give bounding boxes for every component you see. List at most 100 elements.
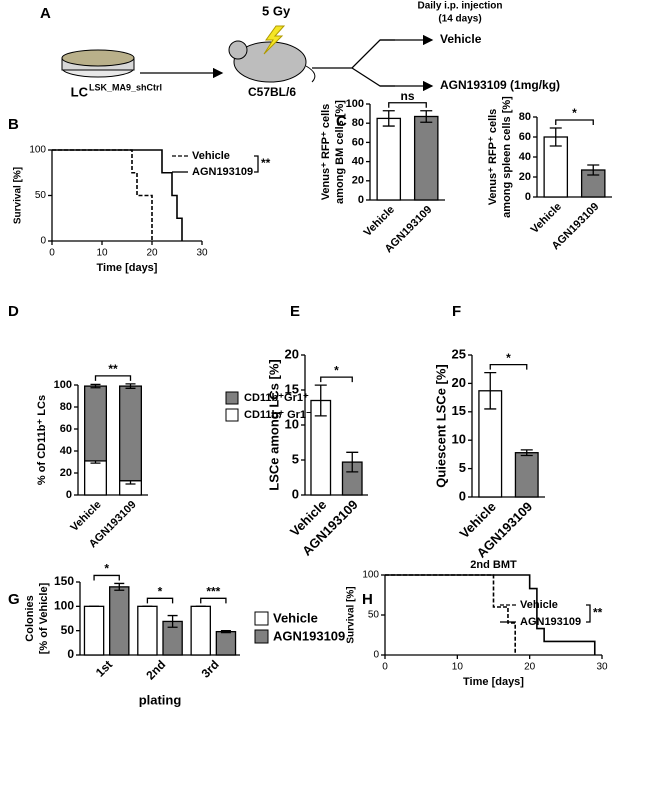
significance-label: ns [400,89,414,103]
y-tick-label: 0 [67,647,74,661]
significance-bracket [320,376,353,383]
mouse-ear [228,40,248,60]
x-tick-label: 30 [196,248,208,259]
legend-label: AGN193109 [520,616,581,628]
y-tick-label: 50 [35,190,47,201]
panel-a: A LC LSK_MA9_shCtrl 5 Gy C57BL/6 Daily i… [40,1,560,100]
cells-label: LC [71,84,89,99]
y-tick-label: 0 [459,488,466,503]
mouse [233,41,307,83]
x-axis-label: Time [days] [463,676,524,688]
x-axis-label: plating [139,692,182,707]
significance-bracket [555,119,594,125]
chart-title: 2nd BMT [470,559,517,571]
significance-bracket [93,574,120,581]
legend-swatch [254,629,269,644]
panel-label: D [8,303,19,320]
x-tick-label: 2nd [143,657,168,682]
y-tick-label: 60 [519,131,531,143]
significance-label: * [572,106,577,120]
bar-segment [119,385,143,482]
significance-label: * [158,585,163,599]
x-tick-label: Vehicle [68,499,103,534]
panel-label: G [8,591,20,608]
legend-label: AGN193109 [273,628,345,643]
bar [109,586,130,656]
y-tick-label: 0 [373,650,379,661]
significance-label: ** [108,362,118,376]
error-bar [587,164,600,176]
y-axis-label: LSCe among LCs [%] [266,359,281,490]
error-bar [520,449,533,457]
arm-label: Vehicle [440,32,482,46]
legend-label: Vehicle [520,599,558,611]
error-bar [220,630,231,634]
legend-swatch [225,391,239,405]
significance-bracket [586,604,591,623]
y-tick-label: 80 [60,401,72,413]
cells-sup: LSK_MA9_shCtrl [89,82,162,92]
y-tick-label: 40 [60,445,72,457]
survival-line [385,574,596,655]
significance-bracket [388,102,427,108]
dose: 5 Gy [262,3,291,18]
x-tick-label: 30 [596,662,608,673]
error-bar [484,371,497,410]
x-tick-label: 20 [146,248,158,259]
significance-bracket [254,155,259,173]
error-bar [382,110,395,127]
error-bar [125,383,136,389]
panel-label: A [40,5,51,22]
bar [514,452,539,498]
y-axis-label: Venus⁺ RFP⁺ cells [487,109,499,206]
y-axis-label: Survival [%] [13,167,24,224]
y-tick-label: 0 [525,191,531,203]
y-tick-label: 20 [519,171,531,183]
significance-label: *** [206,585,220,599]
y-axis-label: among spleen cells [%] [501,96,513,218]
panel-label: H [362,591,373,608]
y-axis-label: [% of Vehicle] [38,582,50,654]
y-tick-label: 0 [292,486,299,501]
y-tick-label: 60 [60,423,72,435]
significance-bracket [489,363,528,370]
bar [83,605,105,656]
bar [137,605,158,656]
x-tick-label: 0 [382,662,388,673]
y-tick-label: 0 [40,236,46,247]
panel-label: F [452,303,461,320]
arm-label: AGN193109 (1mg/kg) [440,78,560,92]
mouse-label: C57BL/6 [248,85,296,99]
error-bar [549,127,562,147]
y-tick-label: 60 [352,136,364,148]
error-bar [314,384,327,417]
y-tick-label: 5 [459,460,466,475]
bar-segment [84,385,108,462]
bar [376,117,402,201]
lightning [263,25,286,55]
y-axis-label: Venus⁺ RFP⁺ cells [320,104,332,201]
y-axis-label: Quiescent LSCe [%] [433,364,448,488]
significance-label: * [104,562,109,576]
y-tick-label: 100 [346,98,364,110]
bar [190,605,211,656]
y-axis-label: % of CD11b⁺ LCs [36,395,48,485]
bar-segment [84,460,108,496]
x-tick-label: 20 [524,662,536,673]
error-bar [90,383,101,389]
legend-label: CD11b⁺ Gr1⁻ [244,409,312,421]
error-bar [420,110,433,123]
x-tick-label: 10 [452,662,464,673]
y-tick-label: 40 [352,156,364,168]
legend-label: Vehicle [273,610,318,625]
panel-label: B [8,116,19,133]
significance-label: ** [593,606,603,620]
duration: (14 days) [438,14,481,25]
y-tick-label: 50 [368,610,380,621]
bar [413,115,439,201]
error-bar [114,582,125,591]
y-tick-label: 25 [452,346,466,361]
survival-line [52,149,183,241]
